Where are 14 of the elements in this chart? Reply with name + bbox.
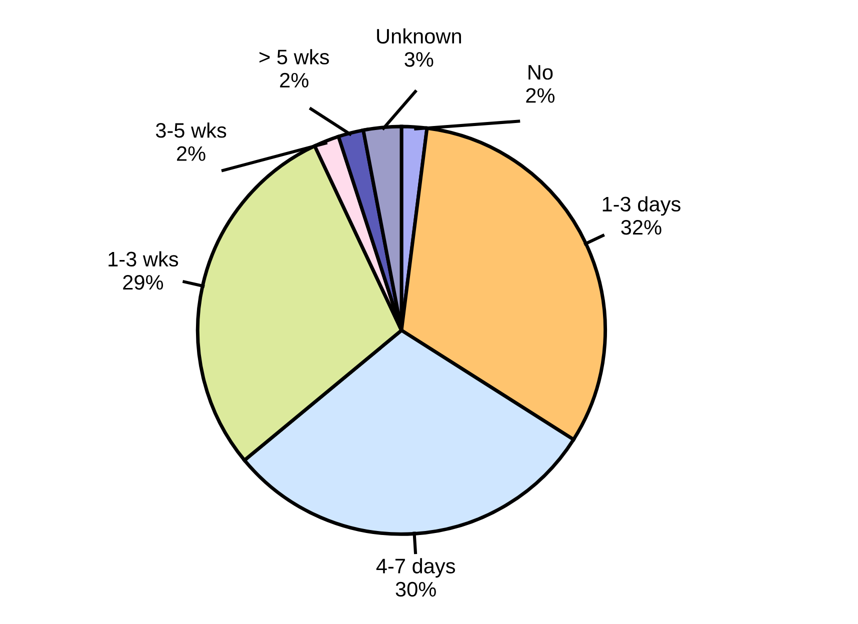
slice-label: Unknown — [377, 28, 461, 44]
slice-label: 4-7 days — [376, 558, 456, 578]
data-label: 30% — [396, 582, 436, 597]
data-label: 29% — [123, 274, 164, 290]
slice-label: 1-3 days — [602, 196, 680, 216]
slice-label: 1-3 wks — [108, 251, 178, 267]
data-label: 32% — [621, 220, 662, 235]
data-label: 3% — [404, 52, 434, 67]
slice-label: 3-5 wks — [156, 122, 226, 138]
slice-label: > 5 wks — [260, 49, 329, 64]
data-label: 2% — [177, 146, 206, 161]
data-label: 2% — [280, 72, 308, 88]
slice-label: No — [528, 65, 553, 80]
data-label: 2% — [526, 88, 555, 103]
